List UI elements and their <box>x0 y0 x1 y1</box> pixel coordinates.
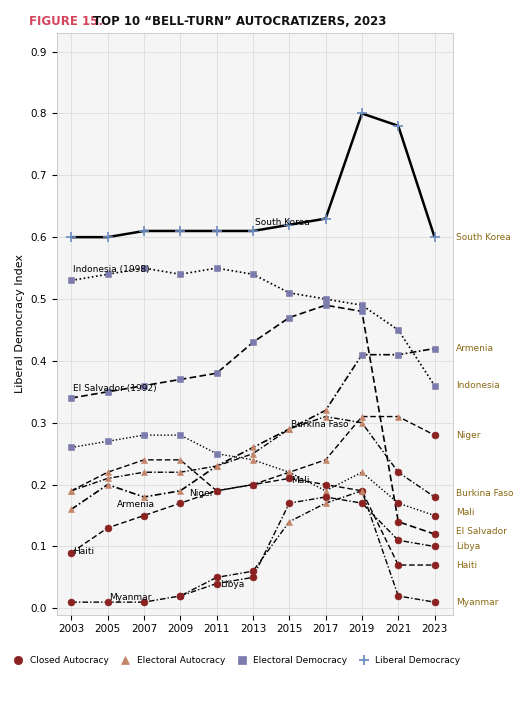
Text: Haiti: Haiti <box>457 560 478 570</box>
Text: South Korea: South Korea <box>457 233 511 242</box>
Legend: Closed Autocracy, Electoral Autocracy, Electoral Democracy, Liberal Democracy: Closed Autocracy, Electoral Autocracy, E… <box>10 656 461 665</box>
Text: Myanmar: Myanmar <box>457 598 499 606</box>
Text: El Salvador: El Salvador <box>457 526 507 536</box>
Text: Libya: Libya <box>220 580 244 589</box>
Text: Mali: Mali <box>457 508 475 517</box>
Text: Indonesia: Indonesia <box>457 381 500 390</box>
Text: Niger: Niger <box>189 490 214 498</box>
Text: Armenia: Armenia <box>117 500 154 509</box>
Text: FIGURE 15.: FIGURE 15. <box>29 15 103 28</box>
Text: Myanmar: Myanmar <box>110 593 152 602</box>
Text: TOP 10 “BELL-TURN” AUTOCRATIZERS, 2023: TOP 10 “BELL-TURN” AUTOCRATIZERS, 2023 <box>93 15 386 28</box>
Text: Haiti: Haiti <box>73 547 94 556</box>
Text: Armenia: Armenia <box>457 344 495 353</box>
Text: South Korea: South Korea <box>255 218 309 227</box>
Text: Indonesia (1998): Indonesia (1998) <box>73 265 150 274</box>
Text: Niger: Niger <box>457 430 481 440</box>
Text: Burkina Faso: Burkina Faso <box>291 420 349 429</box>
Text: Mali: Mali <box>291 476 309 485</box>
Text: El Salvador (1992): El Salvador (1992) <box>73 384 157 393</box>
Text: Burkina Faso: Burkina Faso <box>457 490 514 498</box>
Y-axis label: Liberal Democracy Index: Liberal Democracy Index <box>15 255 25 393</box>
Text: Libya: Libya <box>457 542 481 551</box>
